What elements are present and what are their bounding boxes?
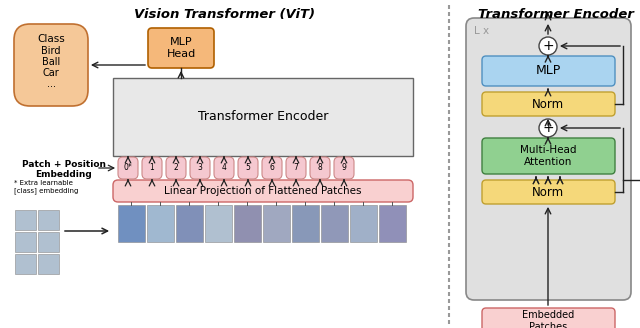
Text: Multi-Head
Attention: Multi-Head Attention [520,145,576,167]
FancyBboxPatch shape [113,180,413,202]
Bar [379,205,406,242]
Text: MLP
Head: MLP Head [166,37,196,59]
Text: Class: Class [37,34,65,44]
Bar [38,254,59,274]
Bar [234,205,261,242]
Text: MLP: MLP [536,65,561,77]
FancyBboxPatch shape [166,157,186,179]
Text: Car: Car [43,68,60,78]
Text: +: + [542,121,554,135]
Bar [38,210,59,230]
FancyBboxPatch shape [310,157,330,179]
Text: 6: 6 [269,163,275,173]
Text: 7: 7 [294,163,298,173]
FancyBboxPatch shape [148,28,214,68]
FancyBboxPatch shape [214,157,234,179]
Text: Vision Transformer (ViT): Vision Transformer (ViT) [134,8,316,21]
FancyBboxPatch shape [482,138,615,174]
Text: 9: 9 [342,163,346,173]
Bar [113,78,413,156]
Text: Patch + Position
Embedding: Patch + Position Embedding [22,160,106,179]
Bar [321,205,348,242]
FancyBboxPatch shape [238,157,258,179]
Text: 8: 8 [317,163,323,173]
Text: 0*: 0* [124,163,132,173]
FancyBboxPatch shape [286,157,306,179]
Text: 1: 1 [150,163,154,173]
Bar [176,205,203,242]
Text: Embedded
Patches: Embedded Patches [522,310,574,328]
Text: Transformer Encoder: Transformer Encoder [198,111,328,124]
Text: 4: 4 [221,163,227,173]
FancyBboxPatch shape [262,157,282,179]
Text: Ball: Ball [42,57,60,67]
Bar [292,205,319,242]
Bar [118,205,145,242]
FancyBboxPatch shape [14,24,88,106]
Bar [147,205,174,242]
Text: 5: 5 [246,163,250,173]
Text: 3: 3 [198,163,202,173]
FancyBboxPatch shape [482,308,615,328]
Text: +: + [542,39,554,53]
Text: Norm: Norm [532,97,564,111]
Bar [15,210,36,230]
FancyBboxPatch shape [482,56,615,86]
Circle shape [539,119,557,137]
FancyBboxPatch shape [466,18,631,300]
FancyBboxPatch shape [118,157,138,179]
Bar [263,205,290,242]
Text: Linear Projection of Flattened Patches: Linear Projection of Flattened Patches [164,186,362,196]
Text: Bird: Bird [41,46,61,56]
Bar [15,232,36,252]
Bar [15,254,36,274]
Bar [205,205,232,242]
Text: Norm: Norm [532,186,564,198]
Text: ...: ... [47,79,56,89]
Text: L x: L x [474,26,489,36]
FancyBboxPatch shape [482,180,615,204]
FancyBboxPatch shape [190,157,210,179]
Text: Transformer Encoder: Transformer Encoder [478,8,634,21]
Bar [350,205,377,242]
FancyBboxPatch shape [482,92,615,116]
Bar [38,232,59,252]
FancyBboxPatch shape [142,157,162,179]
Text: 2: 2 [173,163,179,173]
Text: * Extra learnable
[class] embedding: * Extra learnable [class] embedding [14,180,78,194]
FancyBboxPatch shape [334,157,354,179]
Circle shape [539,37,557,55]
